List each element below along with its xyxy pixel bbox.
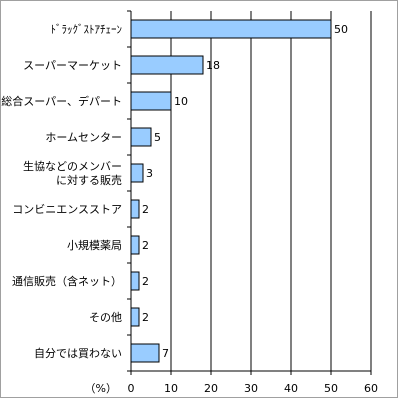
category-label: その他	[89, 311, 122, 324]
category-label: 通信販売（含ネット）	[12, 274, 122, 288]
category-label: 小規模薬局	[67, 238, 122, 252]
labels: 0 10 20 30 40 50 60 （%） ﾄﾞﾗｯｸﾞｽﾄｱﾁｪｰﾝ 50 スーパーマーケット…	[1, 23, 378, 395]
x-tick-label: 60	[364, 382, 378, 395]
bar	[130, 19, 332, 39]
data-label: 5	[154, 131, 161, 144]
category-label: 総合スーパー、デパート	[1, 94, 122, 108]
category-label: ホームセンター	[45, 131, 122, 144]
category-label: コンビニエンスストア	[12, 203, 122, 216]
bar	[130, 127, 152, 147]
bar	[130, 199, 140, 219]
data-label: 10	[174, 95, 188, 108]
x-tick-label: 50	[324, 382, 338, 395]
x-tick-label: 10	[164, 382, 178, 395]
bar	[130, 307, 140, 327]
x-tick-label: 0	[128, 382, 135, 395]
x-tick-label: 30	[244, 382, 258, 395]
gridlines	[170, 11, 372, 371]
category-label: 生協などのメンバー	[23, 159, 122, 173]
category-label: に対する販売	[56, 173, 122, 187]
bar	[130, 163, 144, 183]
data-label: 2	[142, 239, 149, 252]
data-label: 7	[162, 347, 169, 360]
bar	[130, 343, 160, 363]
data-label: 2	[142, 311, 149, 324]
x-tick-label: 20	[204, 382, 218, 395]
bar	[130, 235, 140, 255]
data-label: 2	[142, 203, 149, 216]
axes	[127, 10, 372, 375]
category-label: 自分では買わない	[34, 347, 122, 360]
x-tick-label: 40	[284, 382, 298, 395]
data-label: 50	[334, 23, 348, 36]
bars	[130, 19, 332, 363]
bar	[130, 271, 140, 291]
bar	[130, 55, 204, 75]
bar	[130, 91, 172, 111]
data-label: 3	[146, 167, 153, 180]
data-label: 2	[142, 275, 149, 288]
category-label: ﾄﾞﾗｯｸﾞｽﾄｱﾁｪｰﾝ	[51, 23, 123, 36]
category-label: スーパーマーケット	[23, 59, 122, 72]
unit-label: （%）	[85, 382, 117, 395]
data-label: 18	[206, 59, 220, 72]
